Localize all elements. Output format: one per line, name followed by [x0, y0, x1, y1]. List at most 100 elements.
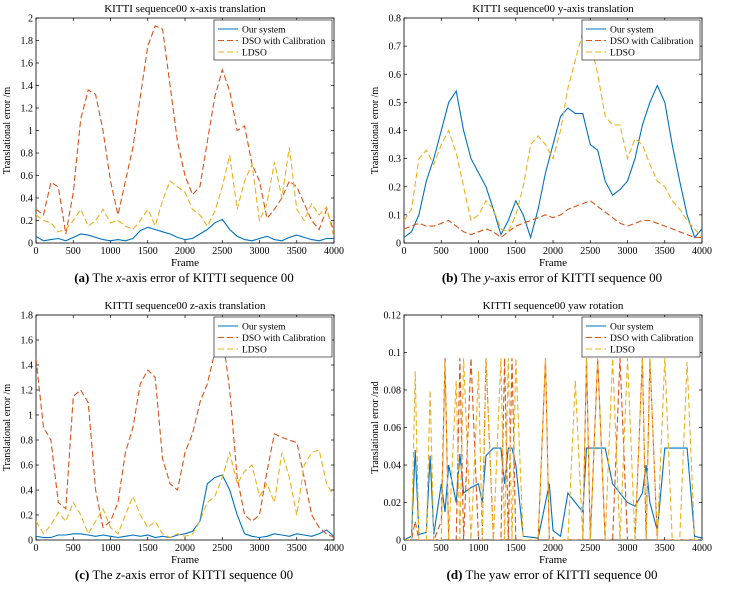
- x-tick-label: 3500: [287, 246, 307, 257]
- caption-text-post: -axis error of KITTI sequence 00: [120, 567, 294, 582]
- y-tick-label: 1.4: [21, 361, 34, 372]
- caption-label: (b): [441, 270, 458, 285]
- y-tick-label: 0.2: [389, 182, 402, 193]
- legend-entry: DSO with Calibration: [242, 37, 326, 47]
- y-tick-label: 1.4: [21, 81, 34, 92]
- caption-label: (d): [446, 567, 463, 582]
- y-tick-label: 0.06: [384, 423, 402, 434]
- x-tick-label: 3000: [618, 543, 638, 554]
- x-tick-label: 0: [34, 246, 39, 257]
- y-tick-label: 0.2: [21, 216, 34, 227]
- y-tick-label: 1.8: [21, 36, 34, 47]
- series-line-2: [404, 200, 702, 239]
- x-tick-label: 0: [402, 246, 407, 257]
- series-line-3: [36, 449, 334, 539]
- y-axis-label: Translational error /m: [2, 384, 13, 472]
- x-tick-label: 2000: [175, 246, 195, 257]
- caption-text-pre: The: [457, 270, 485, 285]
- caption-text-post: -axis error of KITTI sequence 00: [489, 270, 663, 285]
- chart-title: KITTI sequence00 yaw rotation: [483, 300, 624, 312]
- legend-box: [581, 316, 701, 358]
- y-tick-label: 0.5: [389, 98, 402, 109]
- legend-entry: LDSO: [242, 49, 267, 59]
- y-tick-label: 0.04: [384, 461, 402, 472]
- y-tick-label: 0.2: [21, 511, 34, 522]
- y-tick-label: 0.8: [21, 436, 34, 447]
- y-tick-label: 1.2: [21, 386, 34, 397]
- series-line-2: [404, 358, 702, 540]
- x-tick-label: 1500: [506, 543, 526, 554]
- y-tick-label: 0.8: [21, 149, 34, 160]
- y-tick-label: 0: [396, 536, 401, 547]
- x-tick-label: 2500: [212, 246, 232, 257]
- y-tick-label: 0.4: [21, 486, 34, 497]
- y-tick-label: 1: [28, 126, 33, 137]
- x-tick-label: 2500: [212, 543, 232, 554]
- x-tick-label: 0: [34, 543, 39, 554]
- y-tick-label: 1: [28, 411, 33, 422]
- legend-entry: LDSO: [242, 346, 267, 356]
- y-tick-label: 1.6: [21, 336, 34, 347]
- x-tick-label: 2500: [580, 246, 600, 257]
- y-tick-label: 0.02: [384, 498, 402, 509]
- caption-label: (c): [74, 567, 90, 582]
- y-tick-label: 0: [28, 239, 33, 250]
- legend-box: [581, 19, 701, 61]
- x-tick-label: 3500: [655, 543, 675, 554]
- y-tick-label: 0.4: [389, 126, 402, 137]
- y-tick-label: 0.6: [389, 70, 402, 81]
- x-axis-label: Frame: [539, 554, 567, 566]
- x-axis-label: Frame: [539, 257, 567, 269]
- y-tick-label: 0.8: [389, 14, 402, 25]
- x-tick-label: 3000: [250, 543, 270, 554]
- chart-x-axis-translation: KITTI sequence00 x-axis translation 0 500 1…: [2, 3, 344, 269]
- x-tick-label: 3500: [287, 543, 307, 554]
- x-tick-label: 500: [66, 246, 81, 257]
- x-tick-label: 500: [66, 543, 81, 554]
- chart-z-axis-translation: KITTI sequence00 z-axis translation 0 500 1…: [2, 300, 344, 566]
- chart-panel-y-axis: KITTI sequence00 y-axis translation 0 500 1…: [368, 0, 736, 285]
- series-line-2: [36, 25, 334, 235]
- legend-entry: Our system: [610, 323, 654, 333]
- legend-entry: DSO with Calibration: [610, 37, 694, 47]
- legend-entry: Our system: [242, 323, 286, 333]
- x-tick-label: 1500: [138, 246, 158, 257]
- legend-box: [213, 19, 333, 61]
- y-axis-label: Translational error /rad: [370, 381, 381, 473]
- x-tick-label: 1500: [506, 246, 526, 257]
- y-tick-label: 0.6: [21, 461, 34, 472]
- x-axis-label: Frame: [171, 257, 199, 269]
- caption-text-pre: The: [89, 567, 116, 582]
- x-tick-label: 500: [434, 543, 449, 554]
- chart-title: KITTI sequence00 y-axis translation: [472, 3, 634, 15]
- x-tick-label: 2000: [543, 543, 563, 554]
- y-tick-label: 0.1: [389, 210, 402, 221]
- x-tick-label: 4000: [324, 246, 344, 257]
- caption-var: y: [484, 270, 490, 285]
- y-axis-label: Translational error /m: [2, 87, 13, 175]
- x-tick-label: 0: [402, 543, 407, 554]
- y-tick-label: 0.7: [389, 42, 402, 53]
- caption-label: (a): [74, 270, 90, 285]
- y-tick-label: 1.2: [21, 104, 34, 115]
- y-tick-label: 0.12: [384, 311, 402, 322]
- x-tick-label: 2000: [543, 246, 563, 257]
- legend-entry: Our system: [610, 26, 654, 36]
- chart-panel-x-axis: KITTI sequence00 x-axis translation 0 500 1…: [0, 0, 368, 285]
- series-line-3: [404, 358, 702, 540]
- y-tick-label: 0: [396, 239, 401, 250]
- x-tick-label: 4000: [692, 246, 712, 257]
- x-tick-label: 2000: [175, 543, 195, 554]
- x-tick-label: 1000: [469, 543, 489, 554]
- series-line-1: [36, 218, 334, 242]
- caption-c: (c) The z-axis error of KITTI sequence 0…: [0, 567, 368, 583]
- y-tick-label: 0.4: [21, 194, 34, 205]
- x-tick-label: 1000: [101, 246, 121, 257]
- series-line-1: [36, 474, 334, 539]
- chart-y-axis-translation: KITTI sequence00 y-axis translation 0 500 1…: [370, 3, 712, 269]
- legend-entry: DSO with Calibration: [242, 334, 326, 344]
- caption-text-post: -axis error of KITTI sequence 00: [121, 270, 294, 285]
